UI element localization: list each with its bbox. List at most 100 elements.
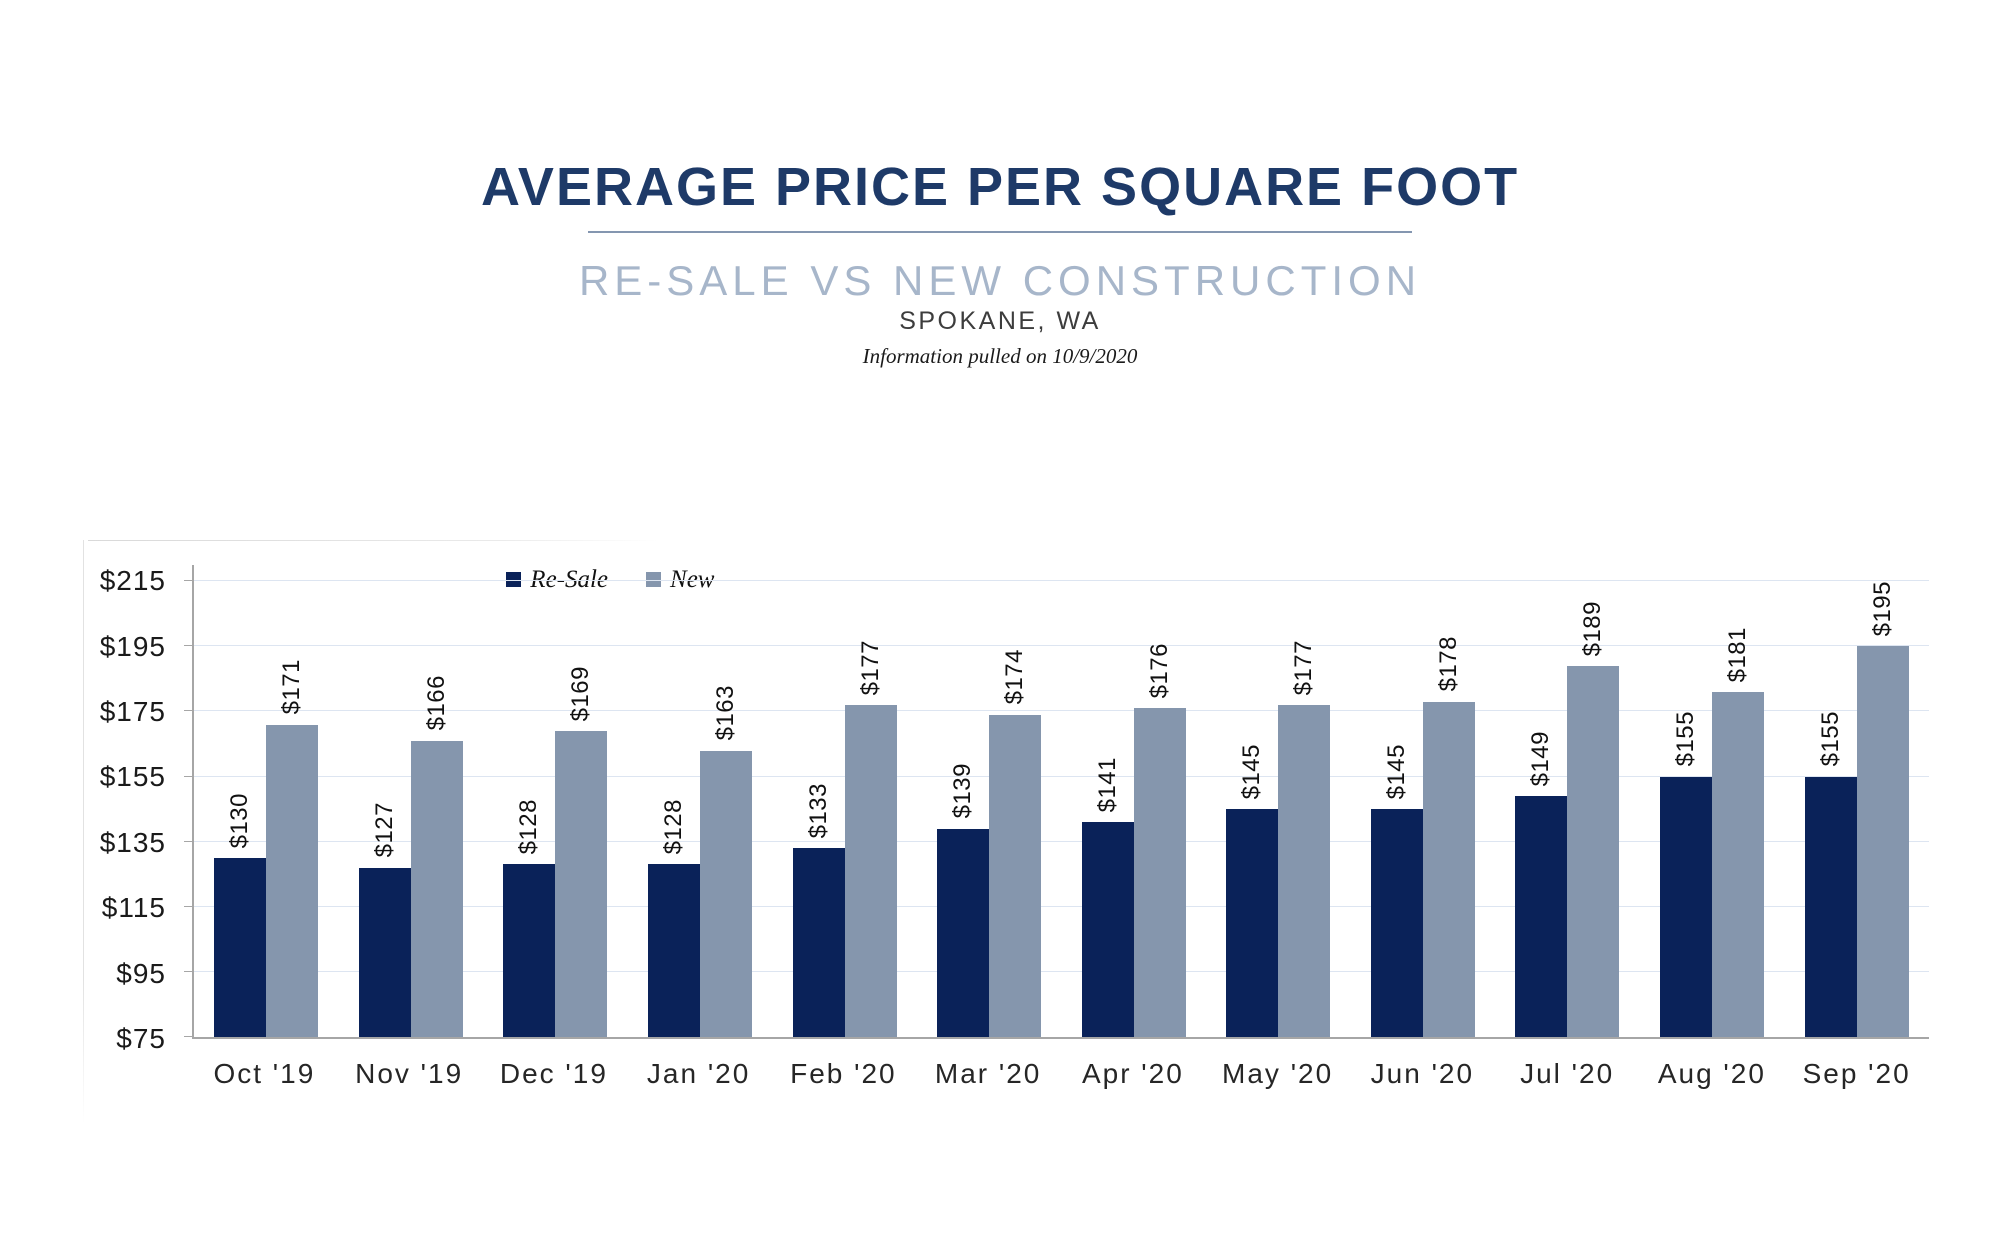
y-tick-label: $75 (116, 1023, 166, 1054)
bar-resale (503, 864, 556, 1037)
bar-resale (648, 864, 701, 1037)
bar-slot: $155 (1804, 565, 1857, 1037)
bar-group: $127 $166 (339, 565, 484, 1037)
y-tick-mark (184, 905, 193, 907)
bar-new (266, 724, 319, 1037)
x-tick-label: Aug '20 (1657, 1058, 1766, 1089)
legend-label-resale: Re-Sale (530, 566, 609, 593)
bar-value-label: $177 (856, 639, 884, 695)
bar-value-label: $149 (1527, 730, 1555, 787)
bar-value-label: $177 (1290, 639, 1318, 695)
bar-slot: $181 (1712, 565, 1765, 1037)
x-tick-label: Nov '19 (355, 1058, 464, 1089)
bar-group: $155 $181 (1640, 565, 1785, 1037)
bar-slot: $171 (266, 565, 319, 1037)
bar-group: $149 $189 (1495, 565, 1640, 1037)
bar-value-label: $171 (278, 659, 306, 715)
x-tick-label: Jan '20 (646, 1058, 751, 1089)
bar-resale (1370, 809, 1423, 1037)
y-tick-label: $95 (116, 957, 166, 989)
gridline (194, 970, 1929, 972)
bar-slot: $177 (1278, 565, 1331, 1037)
bar-resale (937, 828, 990, 1037)
y-tick-label: $175 (99, 696, 166, 728)
bar-slot: $128 (503, 565, 556, 1037)
bar-value-label: $145 (1238, 743, 1266, 800)
bar-resale (1804, 776, 1857, 1037)
bar-value-label: $181 (1724, 626, 1752, 682)
bar-slot: $139 (937, 565, 990, 1037)
bar-slot: $174 (989, 565, 1042, 1037)
bar-value-label: $155 (1816, 711, 1844, 767)
bar-new (1856, 646, 1909, 1037)
x-tick-label: Sep '20 (1802, 1058, 1911, 1089)
bar-value-label: $195 (1868, 581, 1896, 637)
y-tick-mark (184, 645, 193, 647)
bar-value-label: $130 (226, 792, 254, 848)
y-tick-mark (184, 775, 193, 777)
y-tick-mark (184, 710, 193, 712)
bar-slot: $169 (555, 565, 608, 1037)
bar-group: $133 $177 (772, 565, 917, 1037)
bar-value-label: $176 (1145, 642, 1173, 699)
bar-resale (792, 848, 845, 1037)
legend-swatch-new (646, 572, 662, 587)
bar-slot: $128 (648, 565, 701, 1037)
y-tick-label: $215 (99, 565, 166, 597)
bar-group: $145 $177 (1206, 565, 1351, 1037)
gridline (194, 645, 1929, 647)
bar-new (700, 750, 753, 1037)
bar-group: $128 $169 (483, 565, 628, 1037)
page-title: AVERAGE PRICE PER SQUARE FOOT (480, 157, 1520, 217)
legend-item-new: New (646, 567, 714, 592)
gridline (194, 840, 1929, 842)
gridline (194, 775, 1929, 777)
bar-slot: $141 (1081, 565, 1134, 1037)
x-tick-label: Mar '20 (934, 1058, 1042, 1089)
y-tick-label: $195 (99, 630, 166, 662)
bar-slot: $133 (792, 565, 845, 1037)
y-tick-label: $155 (99, 761, 166, 793)
y-axis: $75 $95 $115 $135 $155 $175 $195 $215 (80, 565, 192, 1053)
bar-slot: $189 (1567, 565, 1620, 1037)
bar-value-label: $166 (422, 675, 450, 731)
bar-value-label: $133 (804, 782, 832, 839)
x-tick-label: Jul '20 (1520, 1058, 1615, 1089)
x-tick-label: Oct '19 (213, 1058, 316, 1089)
bar-value-label: $174 (1001, 649, 1029, 705)
bar-new (410, 740, 463, 1037)
bar-resale (1081, 822, 1134, 1037)
bar-slot: $195 (1856, 565, 1909, 1037)
bar-slot: $163 (700, 565, 753, 1037)
bar-resale (358, 867, 411, 1037)
bar-new (1567, 665, 1620, 1037)
chart-container: $75 $95 $115 $135 $155 $175 $195 $215 Re-Sale Ne… (80, 540, 1936, 1140)
bar-resale (1660, 776, 1713, 1037)
legend: Re-Sale New (506, 567, 714, 592)
bar-slot: $176 (1133, 565, 1186, 1037)
bar-resale (1226, 809, 1279, 1037)
gridline (194, 580, 1929, 582)
x-axis: Oct '19 Nov '19 Dec '19 Jan '20 Feb '20 Mar '… (192, 1056, 1929, 1092)
x-tick-label: Apr '20 (1081, 1058, 1184, 1089)
gridline (194, 905, 1929, 907)
bar-new (1133, 708, 1186, 1037)
bar-slot: $178 (1422, 565, 1475, 1037)
bar-group: $130 $171 (194, 565, 339, 1037)
title-divider (588, 231, 1412, 233)
y-tick-mark (184, 580, 193, 582)
bar-slot: $155 (1660, 565, 1713, 1037)
chart-border-left (83, 540, 84, 1125)
bar-resale (1515, 796, 1568, 1037)
bar-new (844, 704, 897, 1037)
bar-group: $145 $178 (1351, 565, 1496, 1037)
bar-slot: $149 (1515, 565, 1568, 1037)
legend-swatch-resale (506, 572, 522, 587)
x-tick-label: May '20 (1222, 1058, 1334, 1089)
bar-group: $139 $174 (917, 565, 1062, 1037)
bar-value-label: $128 (515, 799, 543, 855)
y-tick-label: $115 (101, 892, 166, 924)
bar-slot: $145 (1226, 565, 1279, 1037)
y-tick-mark (184, 840, 193, 842)
